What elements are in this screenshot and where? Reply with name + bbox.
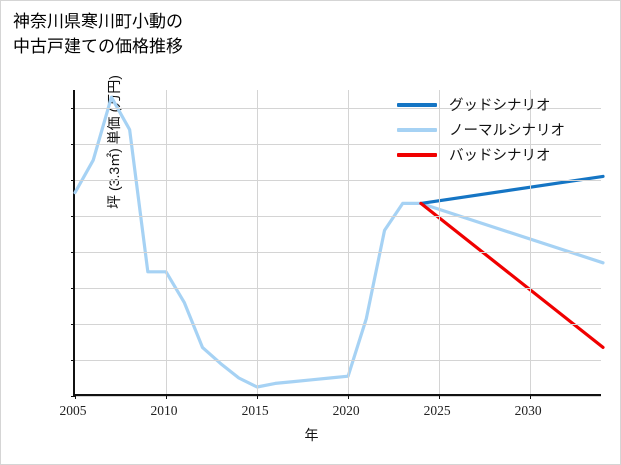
gridline-horizontal xyxy=(75,288,601,289)
gridline-vertical xyxy=(439,90,441,394)
legend-label-good: グッドシナリオ xyxy=(449,98,551,114)
gridline-horizontal xyxy=(75,180,601,181)
legend-label-normal: ノーマルシナリオ xyxy=(449,123,565,139)
x-tick-mark xyxy=(530,395,532,399)
y-tick-mark xyxy=(71,144,75,145)
x-tick-label: 2030 xyxy=(514,403,542,418)
x-tick-label: 2010 xyxy=(150,403,178,418)
legend-label-bad: バッドシナリオ xyxy=(449,148,551,164)
x-tick-mark xyxy=(75,395,76,399)
series-line-bad xyxy=(419,201,605,349)
legend-item-normal[interactable]: ノーマルシナリオ xyxy=(397,117,609,142)
y-tick-mark xyxy=(71,288,75,289)
y-tick-mark xyxy=(71,396,75,397)
x-tick-mark xyxy=(166,395,168,399)
gridline-horizontal xyxy=(75,324,601,325)
y-tick-mark xyxy=(71,324,75,325)
legend-item-good[interactable]: グッドシナリオ xyxy=(397,92,609,117)
legend-swatch-normal-icon xyxy=(397,127,437,132)
gridline-vertical xyxy=(530,90,532,394)
y-tick-mark xyxy=(71,360,75,361)
plot-area: 404244464850525456 xyxy=(71,90,605,399)
x-tick-label: 2025 xyxy=(423,403,451,418)
x-tick-mark xyxy=(439,395,441,399)
gridline-vertical xyxy=(166,90,168,394)
y-tick-mark xyxy=(71,180,75,181)
y-tick-mark xyxy=(71,216,75,217)
legend-swatch-good-icon xyxy=(397,102,437,107)
x-tick-label: 2020 xyxy=(332,403,360,418)
gridline-horizontal xyxy=(75,108,601,109)
gridline-horizontal xyxy=(75,144,601,145)
x-tick-label: 2005 xyxy=(59,403,87,418)
legend-item-bad[interactable]: バッドシナリオ xyxy=(397,142,609,167)
chart-title: 神奈川県寒川町小動の 中古戸建ての価格推移 xyxy=(13,12,183,56)
y-tick-mark xyxy=(71,108,75,109)
legend-swatch-bad-icon xyxy=(397,152,437,157)
gridline-horizontal xyxy=(75,216,601,217)
gridline-horizontal xyxy=(75,252,601,253)
x-tick-mark xyxy=(257,395,259,399)
gridline-vertical xyxy=(348,90,350,394)
x-tick-mark xyxy=(348,395,350,399)
x-tick-label: 2015 xyxy=(241,403,269,418)
chart-legend: グッドシナリオ ノーマルシナリオ バッドシナリオ xyxy=(397,92,609,167)
gridline-horizontal xyxy=(75,360,601,361)
x-axis-label: 年 xyxy=(304,427,319,443)
gridline-horizontal xyxy=(75,396,601,397)
gridline-vertical xyxy=(257,90,259,394)
y-tick-mark xyxy=(71,252,75,253)
